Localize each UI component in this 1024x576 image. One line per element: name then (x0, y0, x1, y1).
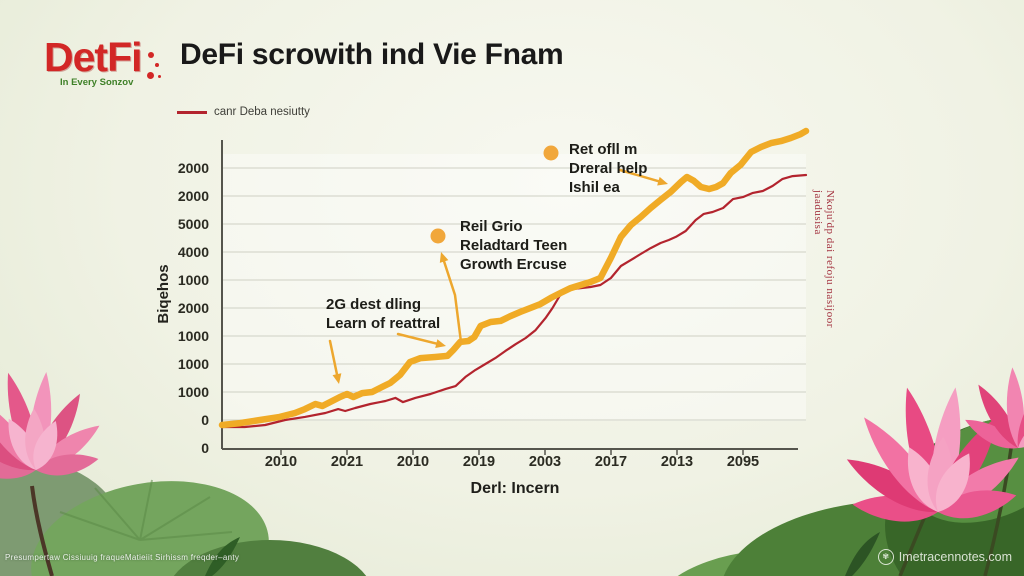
y-tick-label: 2000 (178, 300, 209, 316)
y-tick-label: 1000 (178, 272, 209, 288)
y-tick-label: 5000 (178, 216, 209, 232)
y-tick-label: 1000 (178, 356, 209, 372)
chart-legend: canr Deba nesiutty (177, 106, 310, 118)
footer-watermark-text: Presumpertaw Cissiuuig fraqueMatieiit Si… (5, 553, 240, 562)
x-tick-label: 2013 (661, 454, 693, 470)
y-axis-title: Biqehos (155, 264, 172, 324)
x-axis-title: Derl: Incern (470, 480, 560, 497)
y-tick-label: 0 (201, 412, 209, 428)
plot-area (222, 154, 806, 421)
y-tick-label: 1000 (178, 328, 209, 344)
lotus-leaves-left (0, 460, 367, 576)
flower-badge-icon: ✾ (877, 549, 894, 565)
x-tick-label: 2010 (397, 454, 429, 470)
y-axis-zero-label: 0 (201, 440, 209, 456)
y-tick-label: 2000 (178, 160, 209, 176)
legend-line-swatch (177, 110, 207, 114)
footer-site-credit: ✾ Imetracennotes.com (877, 549, 1012, 565)
paint-splatter-icon (148, 52, 154, 58)
annotation-arrowhead (439, 252, 449, 263)
paint-splatter-icon (158, 75, 161, 78)
lotus-stem-left (30, 485, 54, 576)
x-tick-label: 2003 (529, 454, 561, 470)
logo-text: DetFi (44, 34, 142, 80)
annotation-arrow (618, 168, 660, 183)
series-line-1 (218, 127, 810, 429)
paint-splatter-icon (155, 63, 159, 67)
y-tick-label: 2000 (178, 188, 209, 204)
annotation-arrow (396, 332, 438, 345)
paint-splatter-icon (147, 72, 154, 79)
sprout-leaf (205, 537, 240, 576)
annotation-arrowhead (332, 373, 342, 384)
legend-label: canr Deba nesiutty (214, 106, 310, 118)
annotation-dot (543, 145, 559, 161)
series-line-0 (220, 173, 808, 429)
page-title: DeFi scrowith ind Vie Fnam (180, 38, 564, 71)
y-tick-label: 4000 (178, 244, 209, 260)
x-tick-label: 2017 (595, 454, 627, 470)
x-tick-label: 2021 (331, 454, 363, 470)
footer-site-text: Imetracennotes.com (898, 550, 1012, 564)
annotation-arrow (328, 339, 339, 376)
x-tick-label: 2095 (727, 454, 759, 470)
right-side-vertical-label: Nkoju'dp dai refoju nasijoor jaadusisa (812, 190, 836, 328)
annotation-dot (430, 228, 446, 244)
annotation-arrowhead (435, 339, 446, 348)
x-tick-label: 2019 (463, 454, 495, 470)
logo-tagline: In Every Sonzov (60, 77, 134, 88)
annotation-arrow (442, 260, 463, 344)
y-tick-label: 1000 (178, 384, 209, 400)
x-tick-label: 2010 (265, 454, 297, 470)
annotation-arrowhead (657, 176, 668, 186)
